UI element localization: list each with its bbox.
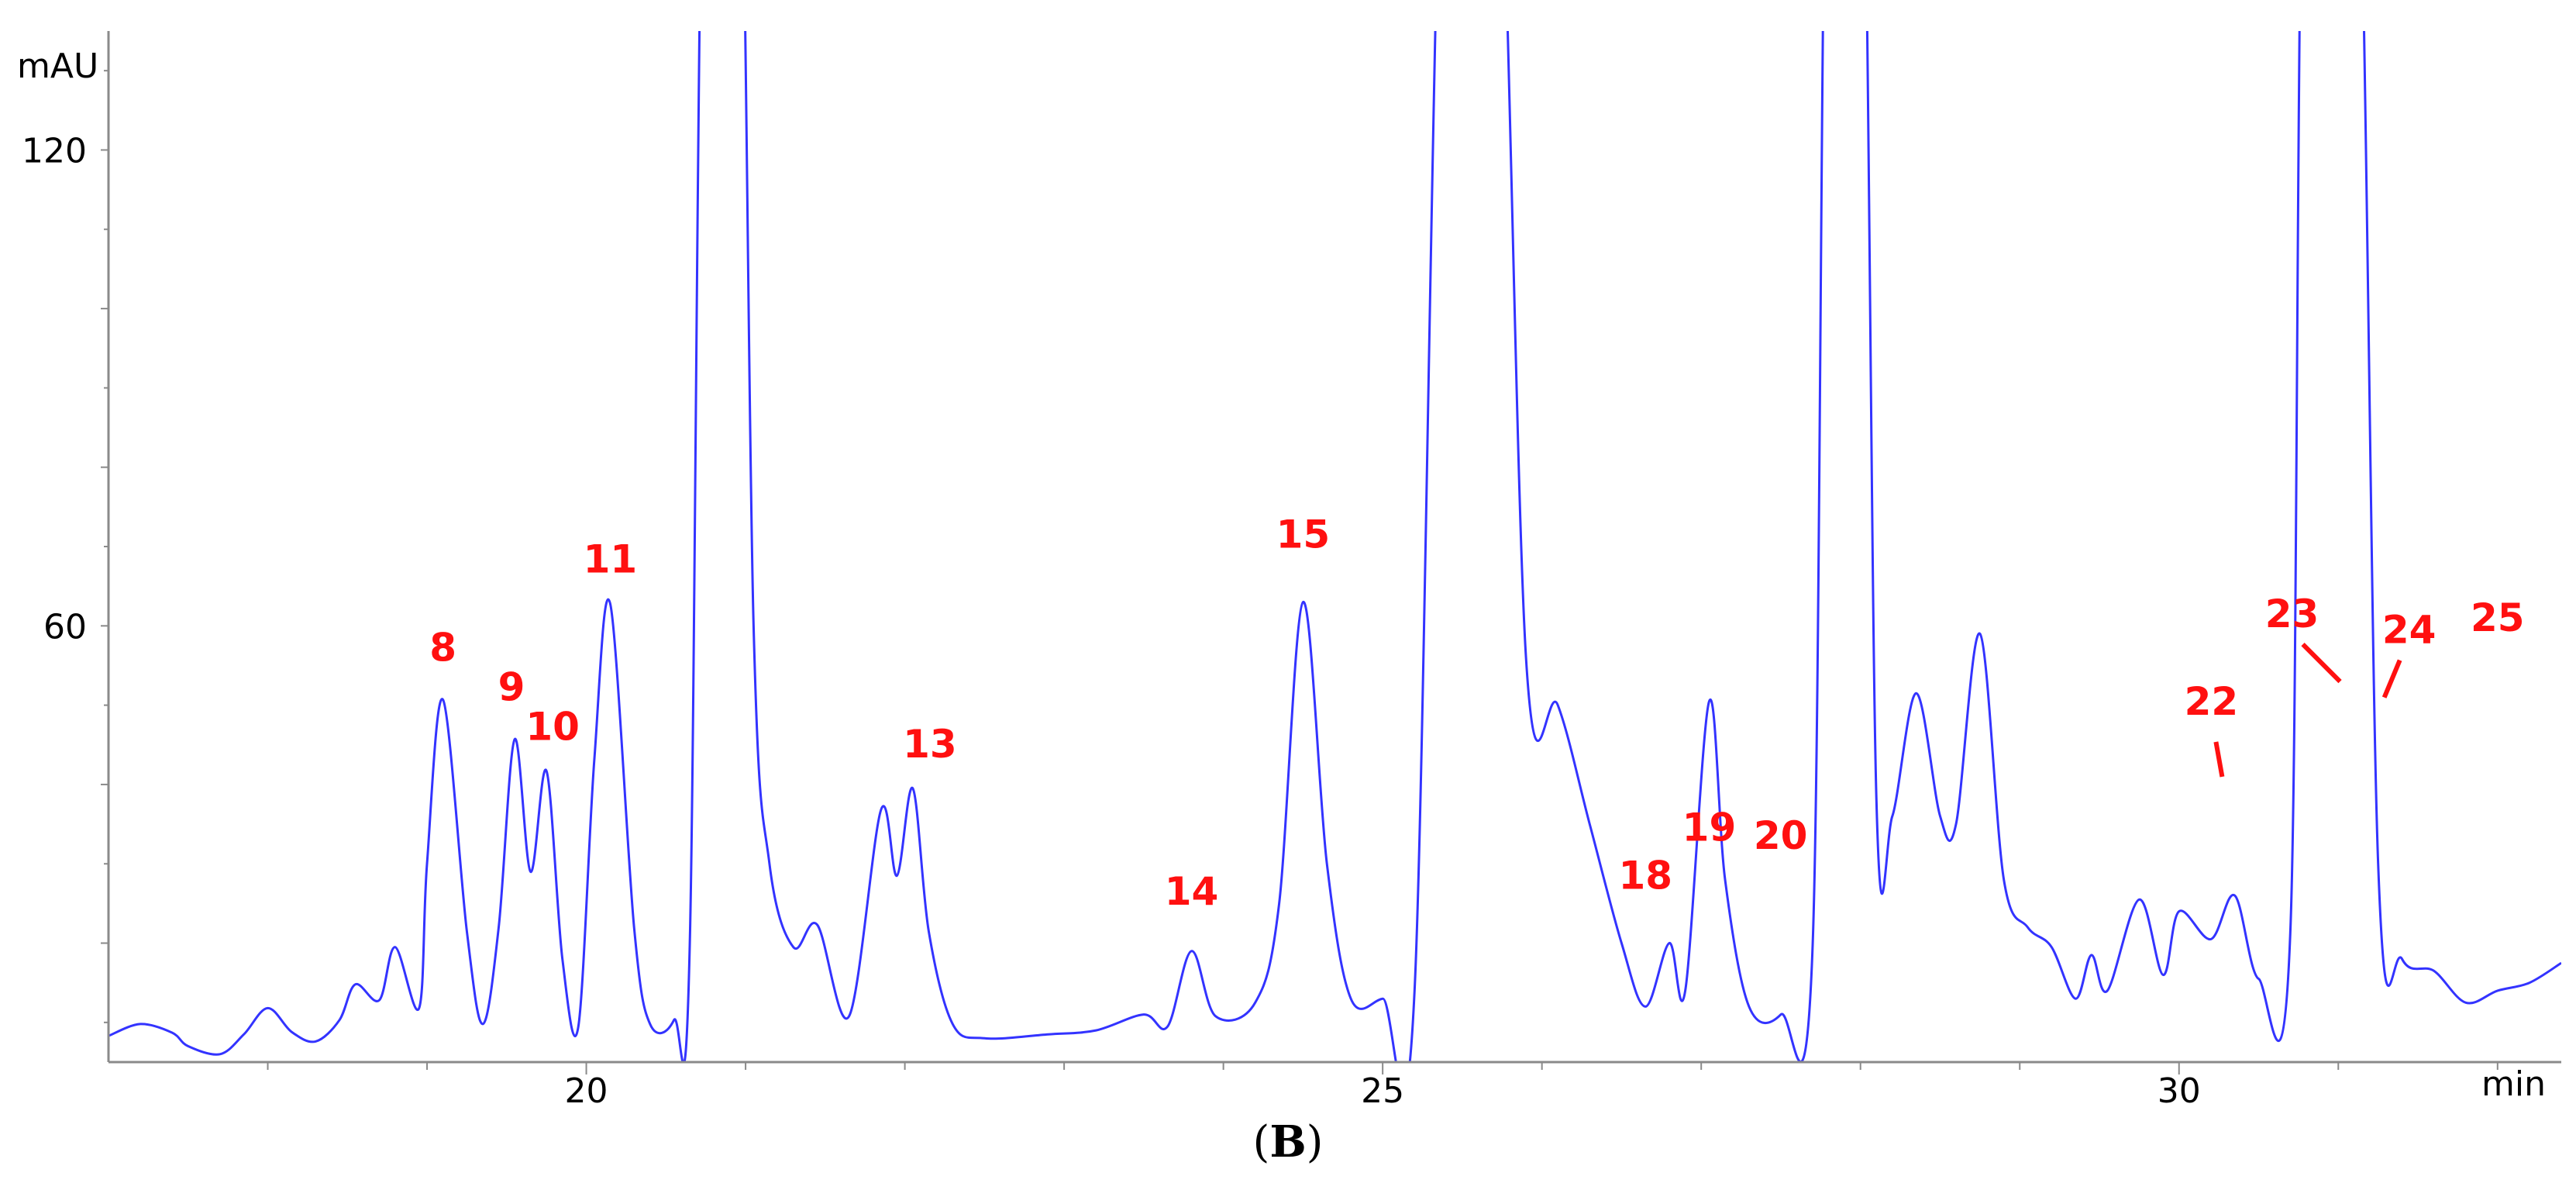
x-tick-label: 20 (565, 1071, 608, 1111)
peak-leader-23 (2301, 643, 2342, 684)
peak-label-23: 23 (2265, 592, 2319, 636)
x-axis-title: min (2481, 1064, 2546, 1104)
peak-label-18: 18 (1618, 854, 1672, 899)
peak-label-13: 13 (903, 722, 957, 767)
figure-caption: (B) (1252, 1116, 1323, 1168)
peak-label-20: 20 (1754, 813, 1808, 858)
peak-label-8: 8 (429, 625, 456, 670)
peak-leader-24 (2381, 659, 2402, 698)
peak-label-11: 11 (584, 537, 638, 582)
axes: 60 120 20 25 30 (22, 31, 2561, 1111)
peak-label-15: 15 (1276, 512, 1331, 557)
peak-label-14: 14 (1165, 869, 1219, 914)
peak-label-10: 10 (525, 705, 580, 750)
y-tick-label: 120 (22, 131, 87, 171)
x-tick-label: 25 (1361, 1071, 1404, 1111)
y-tick-label: 60 (43, 607, 87, 647)
caption-letter: B (1269, 1116, 1306, 1168)
peak-label-25: 25 (2471, 595, 2525, 640)
plot-area (108, 31, 2561, 1062)
x-tick-label: 30 (2158, 1071, 2201, 1111)
peak-leader-22 (2213, 741, 2225, 778)
peak-label-9: 9 (498, 665, 525, 710)
peak-label-22: 22 (2185, 679, 2239, 724)
y-axis-title: mAU (17, 47, 98, 86)
peak-label-19: 19 (1682, 805, 1737, 850)
peak-label-24: 24 (2382, 608, 2437, 653)
chromatogram-trace (108, 31, 2561, 1062)
